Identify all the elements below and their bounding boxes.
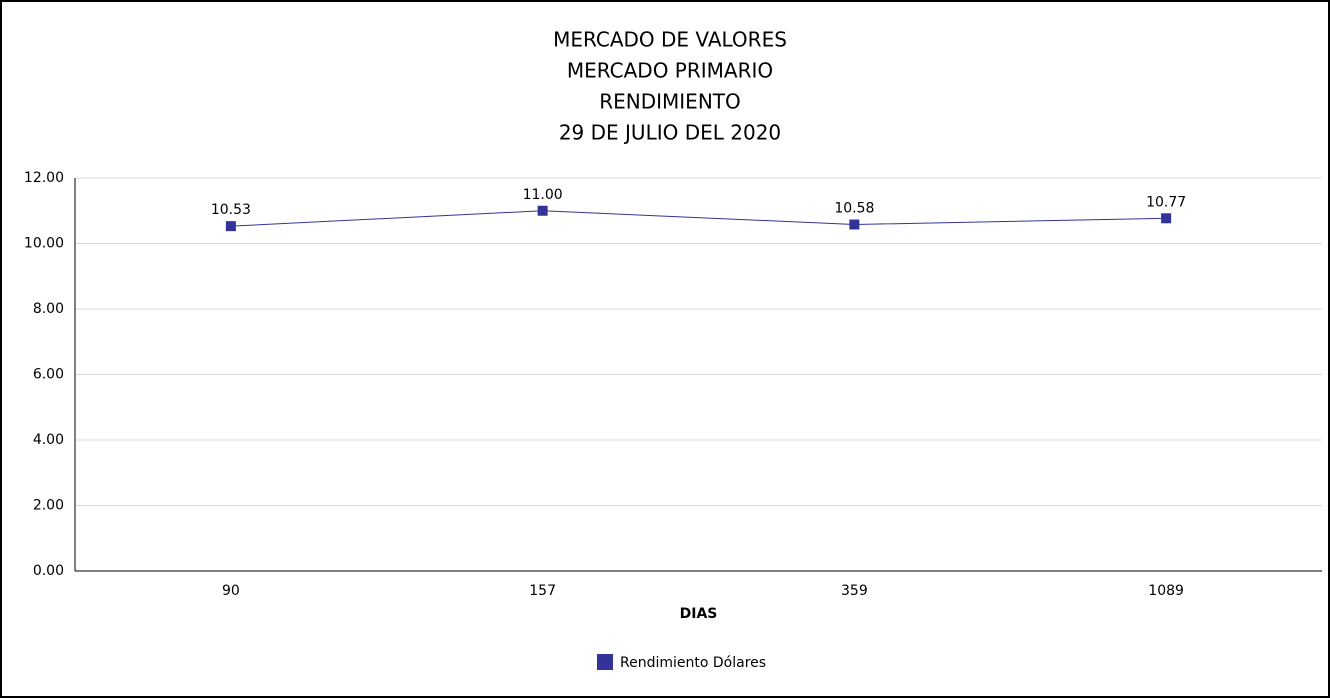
y-tick-label: 0.00 — [33, 563, 64, 579]
data-point — [225, 221, 236, 232]
data-label: 11.00 — [523, 187, 563, 203]
data-point — [1161, 213, 1172, 224]
data-label: 10.53 — [211, 202, 251, 218]
y-tick-label: 4.00 — [33, 432, 64, 448]
legend-swatch — [597, 654, 613, 670]
x-axis-label: DIAS — [680, 606, 718, 622]
chart-title: MERCADO PRIMARIO — [567, 59, 773, 83]
chart-title: 29 DE JULIO DEL 2020 — [559, 121, 781, 145]
x-tick-label: 90 — [222, 583, 240, 599]
y-tick-label: 10.00 — [24, 236, 64, 252]
chart-title: RENDIMIENTO — [599, 90, 741, 114]
data-point — [849, 219, 860, 230]
x-tick-label: 1089 — [1148, 583, 1184, 599]
chart-title: MERCADO DE VALORES — [553, 28, 787, 52]
x-tick-label: 359 — [841, 583, 868, 599]
legend-label: Rendimiento Dólares — [620, 655, 766, 671]
x-tick-label: 157 — [529, 583, 556, 599]
y-tick-label: 6.00 — [33, 367, 64, 383]
data-label: 10.58 — [834, 201, 874, 217]
y-tick-label: 2.00 — [33, 498, 64, 514]
data-point — [537, 205, 548, 216]
data-label: 10.77 — [1146, 194, 1186, 210]
y-tick-label: 12.00 — [24, 170, 64, 186]
series-line — [230, 210, 1167, 227]
y-tick-label: 8.00 — [33, 301, 64, 317]
